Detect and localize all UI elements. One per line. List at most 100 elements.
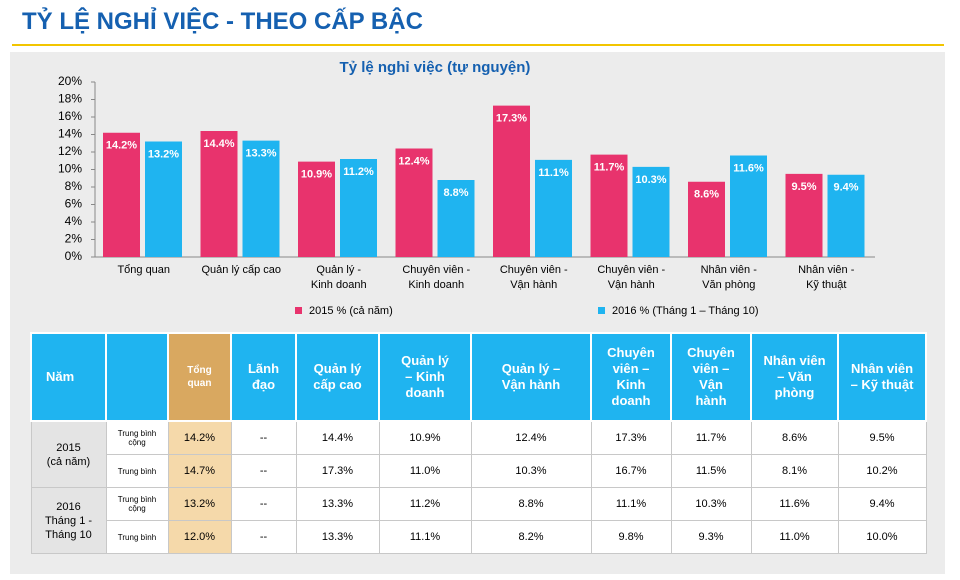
value-label: 9.4% xyxy=(833,182,858,194)
value-label: 17.3% xyxy=(496,113,527,125)
bar xyxy=(688,181,725,257)
cell: 14.2% xyxy=(167,420,232,455)
bar xyxy=(395,148,433,257)
x-tick-label: Nhân viên - Văn phòng xyxy=(700,264,757,291)
header-cell: Chuyên viên – Vận hành xyxy=(670,332,752,422)
x-tick-label: Chuyên viên - Vận hành xyxy=(499,264,568,291)
value-label: 9.5% xyxy=(791,181,816,193)
bar xyxy=(590,154,628,257)
legend-swatch xyxy=(295,307,302,314)
value-label: 12.4% xyxy=(398,155,429,167)
cell: 13.2% xyxy=(167,487,232,521)
legend-swatch xyxy=(598,307,605,314)
x-tick-label: Nhân viên - Kỹ thuật xyxy=(798,264,855,291)
cell: 10.0% xyxy=(837,520,927,554)
y-tick-label: 18% xyxy=(58,92,82,106)
cell: 11.1% xyxy=(590,487,672,521)
cell: 13.3% xyxy=(295,487,380,521)
x-tick-label: Quản lý - Kinh doanh xyxy=(310,264,367,291)
bar xyxy=(493,105,530,257)
cell: 8.1% xyxy=(750,454,839,488)
cell: 10.3% xyxy=(670,487,752,521)
body-row: Trung bình 14.7% -- 17.3% 11.0% 10.3% 16.7% 11.… xyxy=(31,454,927,488)
x-tick-label: Tổng quan xyxy=(117,264,171,276)
y-tick-label: 6% xyxy=(65,197,83,211)
year-cell: 2016 Tháng 1 - Tháng 10 xyxy=(30,487,107,554)
value-label: 10.3% xyxy=(635,174,666,186)
value-label: 11.6% xyxy=(733,162,764,174)
row-label: Trung bình cộng xyxy=(105,420,169,455)
bar xyxy=(827,174,865,257)
cell: 14.4% xyxy=(295,420,380,455)
cell: 11.0% xyxy=(750,520,839,554)
cell: 10.2% xyxy=(837,454,927,488)
cell: 8.2% xyxy=(470,520,592,554)
bar xyxy=(535,159,572,257)
slide-title: TỶ LỆ NGHỈ VIỆC - THEO CẤP BẬC xyxy=(22,8,423,35)
x-tick-label: Quản lý cấp cao xyxy=(201,264,282,276)
header-cell: Quản lý cấp cao xyxy=(295,332,380,422)
body-row: Trung bình 12.0% -- 13.3% 11.1% 8.2% 9.8% 9.3% 1… xyxy=(31,520,927,554)
header-cell: Nhân viên – Kỹ thuật xyxy=(837,332,927,422)
cell: 8.6% xyxy=(750,420,839,455)
bar xyxy=(298,161,335,257)
cell: 11.7% xyxy=(670,420,752,455)
cell: -- xyxy=(230,487,297,521)
body-row: 2016 Tháng 1 - Tháng 10 Trung bình cộng 13… xyxy=(30,487,927,554)
cell: 11.2% xyxy=(378,487,472,521)
bar xyxy=(632,166,670,257)
bar xyxy=(437,180,475,257)
cell: 8.8% xyxy=(470,487,592,521)
cell: 9.5% xyxy=(837,420,927,455)
cell: 10.3% xyxy=(470,454,592,488)
header-cell: Quản lý – Kinh doanh xyxy=(378,332,472,422)
y-tick-label: 2% xyxy=(65,232,83,246)
cell: 16.7% xyxy=(590,454,672,488)
value-label: 14.4% xyxy=(203,138,234,150)
row-label: Trung bình xyxy=(105,454,169,488)
y-tick-label: 10% xyxy=(58,162,82,176)
cell: 14.7% xyxy=(167,454,232,488)
bar xyxy=(730,155,767,257)
cell: -- xyxy=(230,520,297,554)
y-tick-label: 14% xyxy=(58,127,82,141)
bar xyxy=(785,173,823,257)
cell: 13.3% xyxy=(295,520,380,554)
bar xyxy=(103,132,140,257)
year-cell: 2015 (cả năm) xyxy=(30,420,107,488)
value-label: 10.9% xyxy=(301,169,332,181)
cell: 17.3% xyxy=(590,420,672,455)
y-tick-label: 0% xyxy=(65,249,83,263)
header-cell xyxy=(105,332,169,422)
cell: 12.4% xyxy=(470,420,592,455)
value-label: 8.8% xyxy=(443,187,468,199)
value-label: 11.1% xyxy=(538,167,569,179)
header-cell: Tổng quan xyxy=(167,332,232,422)
value-label: 11.7% xyxy=(594,162,625,174)
legend-label: 2015 % (cả năm) xyxy=(309,305,393,317)
title-rule xyxy=(12,44,944,46)
y-tick-label: 12% xyxy=(58,144,82,158)
header-cell: Lãnh đạo xyxy=(230,332,297,422)
bar xyxy=(242,140,280,257)
cell: -- xyxy=(230,454,297,488)
y-tick-label: 8% xyxy=(65,179,83,193)
cell: 9.3% xyxy=(670,520,752,554)
chart-title: Tỷ lệ nghỉ việc (tự nguyện) xyxy=(340,59,531,76)
x-tick-label: Chuyên viên - Vận hành xyxy=(597,264,666,291)
header-row: Năm Tổng quan Lãnh đạo Quản lý cấp cao Quản … xyxy=(30,332,927,422)
x-tick-label: Chuyên viên - Kinh doanh xyxy=(402,264,471,291)
data-table: Năm Tổng quan Lãnh đạo Quản lý cấp cao Quản … xyxy=(30,332,927,554)
row-label: Trung bình cộng xyxy=(105,487,169,521)
value-label: 11.2% xyxy=(343,166,374,178)
row-label: Trung bình xyxy=(105,520,169,554)
bar xyxy=(200,131,238,257)
cell: 11.1% xyxy=(378,520,472,554)
body-row: 2015 (cả năm) Trung bình cộng 14.2% -- 14.4%… xyxy=(30,420,927,488)
cell: 11.5% xyxy=(670,454,752,488)
y-tick-label: 4% xyxy=(65,214,83,228)
header-cell: Nhân viên – Văn phòng xyxy=(750,332,839,422)
header-cell: Năm xyxy=(30,332,107,422)
